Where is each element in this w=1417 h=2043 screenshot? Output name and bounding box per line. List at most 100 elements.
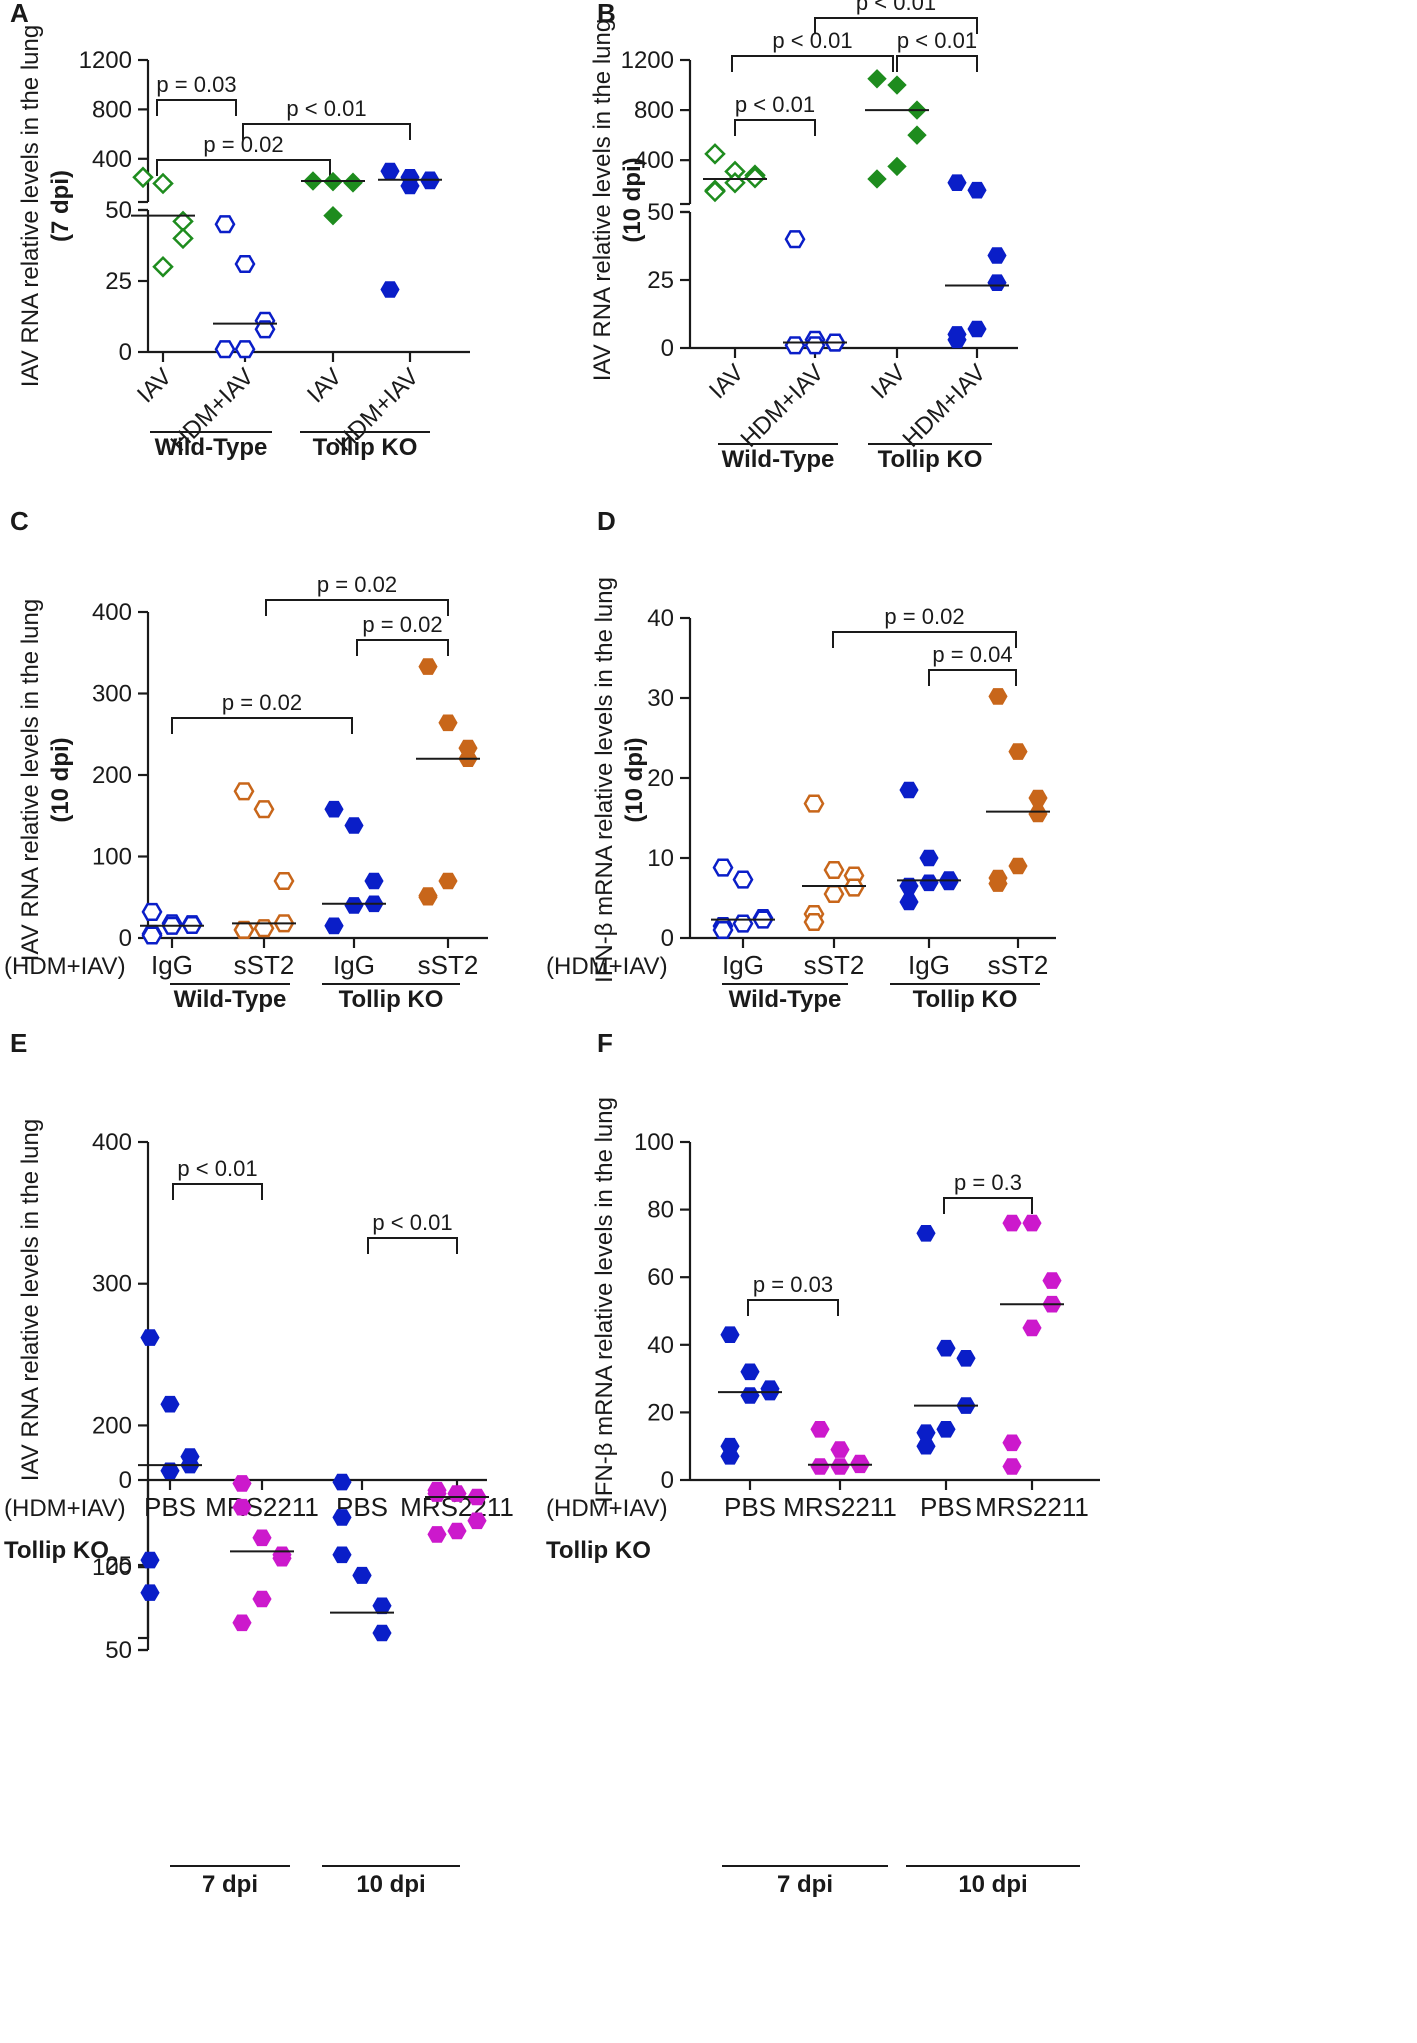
p-value-label: p < 0.01 <box>856 0 936 15</box>
data-point <box>1002 1214 1022 1232</box>
data-point <box>823 884 845 904</box>
category-label: PBS <box>724 1492 776 1522</box>
y-axis-title: IAV RNA relative levels in the lung <box>17 599 44 961</box>
comparison-bracket <box>156 99 237 116</box>
data-point <box>830 1441 850 1458</box>
p-value-label: p = 0.02 <box>203 132 283 157</box>
data-point <box>380 281 400 298</box>
group-label: Wild-Type <box>729 986 842 1013</box>
panel-letter: E <box>10 1028 27 1058</box>
data-point <box>332 1473 352 1491</box>
series-1 <box>230 1475 294 1632</box>
data-point <box>427 1526 447 1543</box>
data-point <box>234 254 256 274</box>
y-axis <box>680 58 1018 358</box>
data-point <box>939 873 959 891</box>
data-point <box>172 227 194 250</box>
series-0 <box>138 1329 202 1601</box>
data-point <box>987 274 1007 291</box>
data-point <box>232 1614 252 1632</box>
p-value-label: p < 0.01 <box>897 28 977 53</box>
data-point <box>418 658 438 675</box>
series-3 <box>425 1481 489 1543</box>
category-label-text: IAV <box>132 363 177 408</box>
data-point <box>1002 1458 1022 1475</box>
y-tick-label: 100 <box>92 844 132 871</box>
data-point <box>427 1481 447 1499</box>
y-tick-label: 0 <box>119 339 132 366</box>
y-axis-label: IAV RNA relative levels in the lung (10 d… <box>17 599 74 961</box>
group-label: Wild-Type <box>174 986 287 1013</box>
data-point <box>784 336 806 355</box>
series-0 <box>718 1326 782 1465</box>
data-point <box>867 169 887 189</box>
data-point <box>140 1551 160 1569</box>
data-point <box>1008 857 1028 875</box>
bracket-line <box>731 55 894 72</box>
y-tick-label: 200 <box>92 762 132 789</box>
data-point <box>141 902 163 921</box>
y-tick-label: 0 <box>119 925 132 952</box>
p-value-label: p = 0.02 <box>362 612 442 637</box>
series-0 <box>703 143 767 203</box>
data-point <box>438 714 458 732</box>
category-label: MRS2211 <box>975 1492 1089 1522</box>
series-1 <box>232 782 296 939</box>
data-point <box>418 889 438 906</box>
bracket-line <box>171 717 353 734</box>
p-value-label: p < 0.01 <box>735 92 815 117</box>
data-point <box>323 205 343 226</box>
series-0 <box>711 858 775 940</box>
y-tick-label: 100 <box>634 1129 674 1156</box>
comparison-bracket <box>832 631 1017 648</box>
data-point <box>988 688 1008 705</box>
category-label: sST2 <box>988 950 1049 980</box>
group-label: Tollip KO <box>339 986 444 1013</box>
bracket-line <box>832 631 1017 648</box>
group-label: Tollip KO <box>878 446 983 473</box>
category-label-text: HDM+IAV <box>897 359 991 453</box>
data-point <box>332 1546 352 1564</box>
bracket-line <box>928 669 1017 686</box>
series-3 <box>378 162 442 298</box>
y-tick-label: 300 <box>92 681 132 708</box>
treatment-label: (HDM+IAV) <box>546 953 668 980</box>
y-axis-subtitle: (10 dpi) <box>619 157 646 242</box>
data-point <box>232 1498 252 1516</box>
data-point <box>364 872 384 890</box>
data-point <box>704 143 726 165</box>
data-point <box>352 1566 372 1584</box>
comparison-bracket <box>367 1237 458 1254</box>
data-point <box>732 914 754 933</box>
panel-letter: A <box>10 0 29 28</box>
y-axis <box>680 616 1056 948</box>
data-point <box>720 1326 740 1343</box>
data-point <box>740 1387 760 1404</box>
bracket-line <box>265 599 449 616</box>
data-point <box>1002 1434 1022 1452</box>
bracket-line <box>356 639 449 656</box>
category-label: PBS <box>920 1492 972 1522</box>
y-axis-subtitle: (7 dpi) <box>47 170 74 242</box>
y-tick-label: 50 <box>105 1637 132 1664</box>
series-3 <box>986 688 1050 892</box>
data-point <box>233 920 255 939</box>
strain-label: Tollip KO <box>546 1537 651 1564</box>
data-point <box>732 870 754 889</box>
category-label: IAV <box>302 363 347 408</box>
comparison-bracket <box>814 17 978 34</box>
p-value-label: p = 0.03 <box>156 72 236 97</box>
data-point <box>803 794 825 813</box>
comparison-bracket <box>928 669 1017 686</box>
y-axis-subtitle: (10 dpi) <box>47 737 74 822</box>
category-label: sST2 <box>804 950 865 980</box>
category-label: HDM+IAV <box>735 359 829 453</box>
data-point <box>234 340 256 359</box>
category-label-text: IAV <box>866 359 911 404</box>
y-tick-label: 10 <box>647 845 674 872</box>
data-point <box>823 860 845 880</box>
series-0 <box>140 902 204 945</box>
treatment-label: (HDM+IAV) <box>4 1495 126 1522</box>
series-1 <box>213 215 277 359</box>
